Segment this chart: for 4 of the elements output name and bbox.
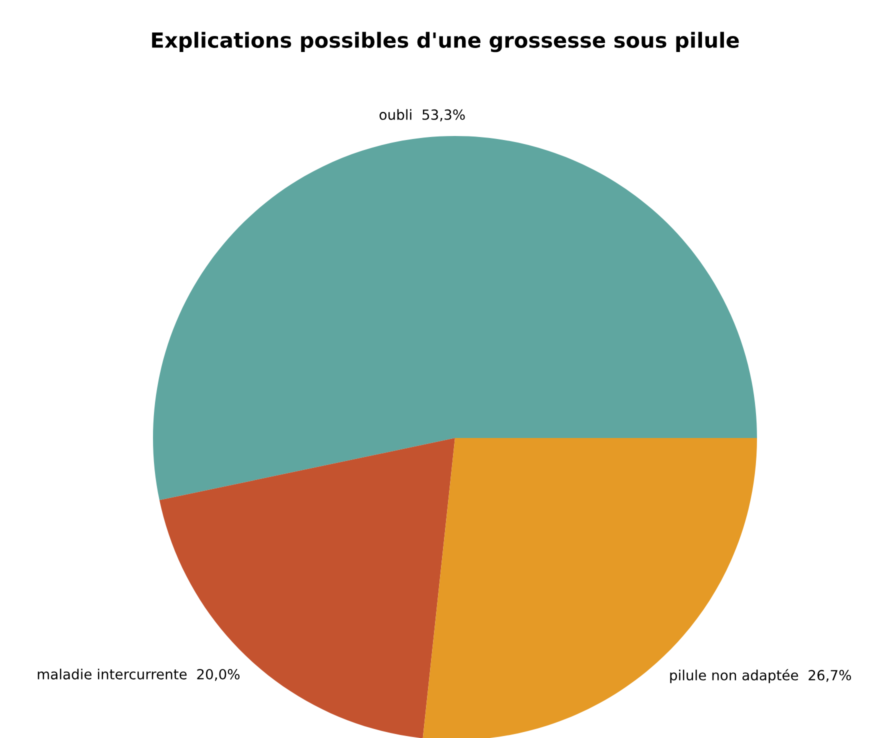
chart-title: Explications possibles d'une grossesse sous pilule <box>152 32 739 52</box>
slice-label: pilule non adaptée 26,7% <box>670 669 851 684</box>
slice-label: maladie intercurrente 20,0% <box>38 668 240 681</box>
slice-label: oubli 53,3% <box>380 109 465 122</box>
